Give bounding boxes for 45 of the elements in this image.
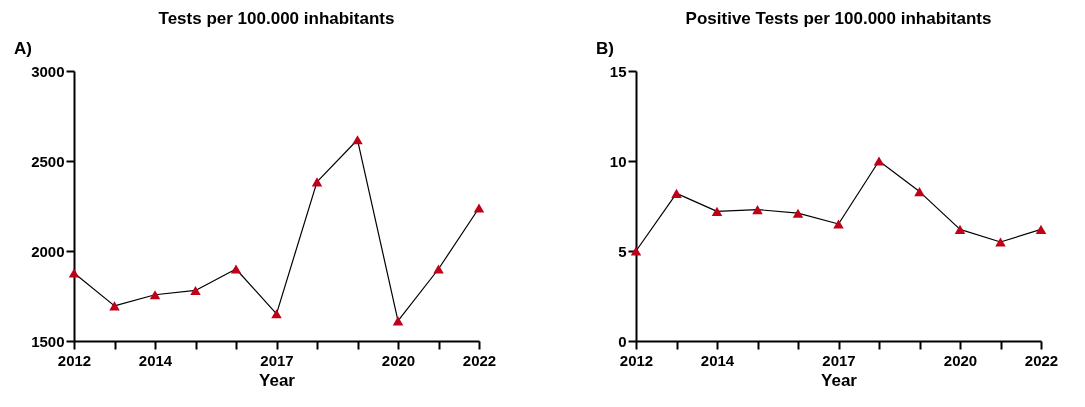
point xyxy=(68,268,80,278)
point xyxy=(752,205,763,215)
y-tick-label: 2500 xyxy=(31,152,65,170)
point xyxy=(311,177,323,187)
point xyxy=(271,309,282,319)
point xyxy=(392,316,404,326)
chart-title: Tests per 100.000 inhabitants xyxy=(158,9,395,28)
x-axis-title: Year xyxy=(259,370,296,390)
chart-title: Positive Tests per 100.000 inhabitants xyxy=(685,9,992,28)
point xyxy=(1035,224,1047,234)
point xyxy=(352,135,363,145)
y-tick-label: 2000 xyxy=(31,242,65,260)
x-tick-label: 2020 xyxy=(943,351,978,369)
x-tick-label: 2020 xyxy=(381,351,416,369)
x-tick-label: 2022 xyxy=(1024,351,1059,369)
x-tick-label: 2014 xyxy=(138,351,173,369)
point xyxy=(149,290,161,300)
point xyxy=(995,237,1006,247)
x-tick-label: 2014 xyxy=(700,351,735,369)
y-tick-label: 15 xyxy=(609,62,627,80)
point xyxy=(671,188,682,198)
x-tick-label: 2012 xyxy=(57,351,92,369)
point xyxy=(109,301,120,311)
text: A) xyxy=(14,39,32,58)
x-tick-label: 2022 xyxy=(462,351,497,369)
point xyxy=(873,156,885,166)
y-tick-label: 1500 xyxy=(31,332,65,350)
point xyxy=(954,224,966,234)
x-axis-title: Year xyxy=(821,370,858,390)
point xyxy=(190,285,201,295)
point xyxy=(473,203,485,213)
y-tick-label: 3000 xyxy=(31,62,65,80)
point xyxy=(833,219,844,229)
x-tick-label: 2017 xyxy=(822,351,856,369)
point xyxy=(230,264,242,274)
y-tick-label: 10 xyxy=(609,152,627,170)
point xyxy=(433,264,444,274)
y-tick-label: 0 xyxy=(618,332,627,350)
x-tick-label: 2017 xyxy=(260,351,294,369)
text: B) xyxy=(596,39,614,58)
y-tick-label: 5 xyxy=(618,242,627,260)
point xyxy=(711,206,723,216)
point xyxy=(914,187,925,197)
x-tick-label: 2012 xyxy=(619,351,654,369)
point xyxy=(792,208,804,218)
